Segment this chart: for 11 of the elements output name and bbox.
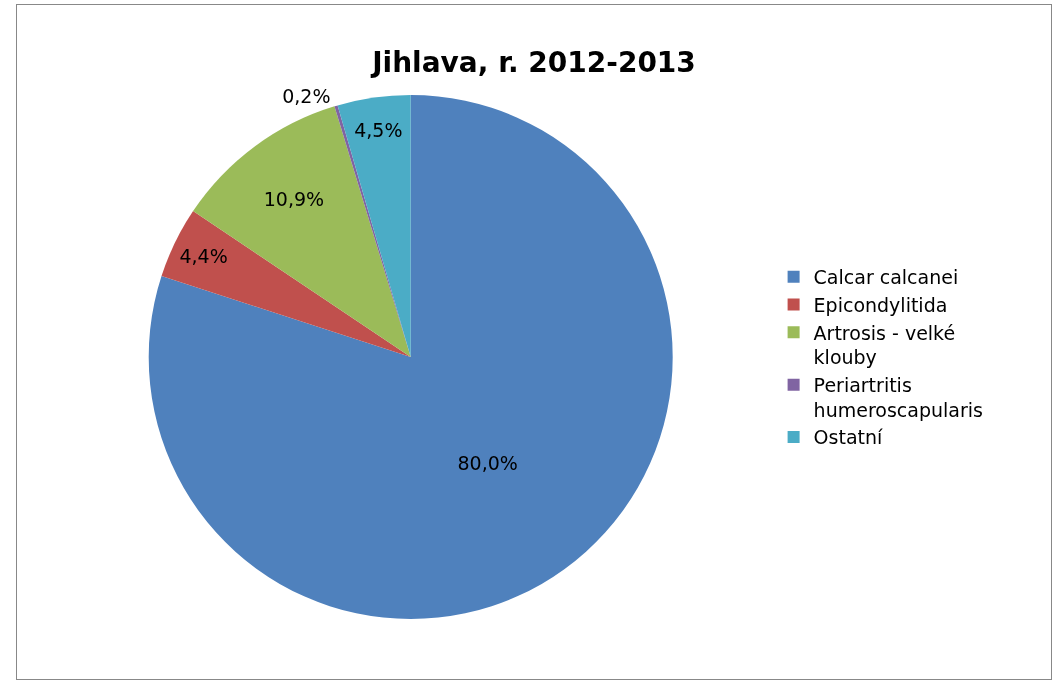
data-label: 4,4% — [179, 245, 228, 268]
legend-label: Artrosis - velké klouby — [813, 321, 956, 369]
legend-label: Periartritis humeroscapularis — [813, 374, 983, 421]
data-label: 80,0% — [457, 451, 518, 474]
legend-label: Calcar calcanei — [813, 266, 959, 289]
data-label: 0,2% — [282, 84, 331, 107]
chart-title: Jihlava, r. 2012-2013 — [370, 45, 696, 79]
legend-label: Ostatní — [813, 426, 884, 449]
data-label: 4,5% — [354, 118, 403, 141]
legend-label: Epicondylitida — [813, 293, 948, 316]
data-label: 10,9% — [263, 188, 325, 211]
